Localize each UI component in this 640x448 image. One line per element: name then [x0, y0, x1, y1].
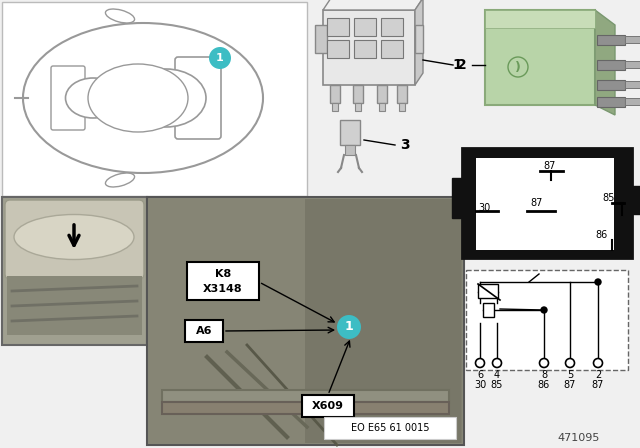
Ellipse shape — [106, 173, 134, 187]
Bar — [355, 103, 361, 111]
Text: 87: 87 — [544, 161, 556, 171]
Bar — [597, 60, 625, 70]
Bar — [302, 395, 354, 417]
Bar — [7, 276, 142, 335]
Bar — [381, 40, 403, 58]
Text: ): ) — [515, 60, 521, 73]
Text: 30: 30 — [478, 203, 490, 213]
Circle shape — [540, 358, 548, 367]
Text: 85: 85 — [603, 193, 615, 203]
Circle shape — [476, 358, 484, 367]
Bar — [485, 10, 595, 105]
Text: 30: 30 — [474, 380, 486, 390]
Bar — [397, 85, 407, 103]
Bar — [597, 97, 625, 107]
Bar — [354, 40, 376, 58]
Bar — [354, 18, 376, 36]
Bar — [452, 178, 466, 218]
Bar — [353, 85, 363, 103]
Text: 85: 85 — [491, 380, 503, 390]
Text: 86: 86 — [596, 230, 608, 240]
Text: 1: 1 — [216, 53, 224, 63]
Text: X3148: X3148 — [203, 284, 243, 294]
Bar — [381, 18, 403, 36]
Text: 1: 1 — [344, 320, 353, 333]
Bar — [149, 199, 462, 443]
Polygon shape — [595, 10, 615, 115]
Bar — [597, 80, 625, 90]
Bar — [399, 103, 405, 111]
Bar — [330, 85, 340, 103]
Bar — [628, 186, 640, 214]
Bar — [305, 199, 461, 443]
Bar — [187, 262, 259, 300]
Bar — [476, 158, 614, 250]
Ellipse shape — [88, 64, 188, 132]
Text: 471095: 471095 — [557, 433, 600, 443]
Bar — [162, 402, 449, 414]
Ellipse shape — [106, 9, 134, 23]
Text: 87: 87 — [531, 198, 543, 208]
Text: 2: 2 — [457, 58, 467, 72]
Text: X609: X609 — [312, 401, 344, 411]
Bar — [379, 103, 385, 111]
Bar — [415, 25, 423, 53]
Bar — [149, 199, 307, 443]
Bar — [327, 40, 349, 58]
Bar — [162, 390, 449, 402]
Bar — [332, 103, 338, 111]
Bar — [324, 417, 456, 439]
Bar — [625, 61, 640, 68]
Bar — [345, 145, 355, 155]
Bar — [185, 320, 223, 342]
Bar — [483, 303, 494, 317]
Text: 1: 1 — [452, 58, 461, 72]
Bar — [478, 284, 498, 298]
Text: 87: 87 — [564, 380, 576, 390]
Bar — [625, 81, 640, 88]
Circle shape — [593, 358, 602, 367]
Bar — [377, 85, 387, 103]
Text: 2: 2 — [595, 370, 601, 380]
FancyBboxPatch shape — [175, 57, 221, 139]
Bar — [2, 197, 147, 345]
Bar — [625, 98, 640, 105]
Bar — [462, 148, 632, 258]
Text: 6: 6 — [477, 370, 483, 380]
Text: K8: K8 — [215, 269, 231, 279]
Bar — [597, 35, 625, 45]
Text: 86: 86 — [538, 380, 550, 390]
Bar — [315, 25, 327, 53]
FancyBboxPatch shape — [51, 66, 85, 130]
Ellipse shape — [23, 23, 263, 173]
Text: 4: 4 — [494, 370, 500, 380]
Text: EO E65 61 0015: EO E65 61 0015 — [351, 423, 429, 433]
Bar — [323, 10, 415, 85]
Circle shape — [595, 279, 601, 285]
Bar — [466, 270, 628, 370]
Polygon shape — [323, 0, 423, 10]
Text: 3: 3 — [400, 138, 410, 152]
Circle shape — [566, 358, 575, 367]
FancyBboxPatch shape — [5, 200, 144, 279]
Bar — [485, 10, 595, 28]
Bar — [147, 197, 464, 445]
Bar — [327, 18, 349, 36]
Ellipse shape — [14, 215, 134, 259]
Polygon shape — [415, 0, 423, 85]
Text: 8: 8 — [541, 370, 547, 380]
Bar — [625, 36, 640, 43]
Bar — [2, 2, 307, 196]
Circle shape — [493, 358, 502, 367]
Circle shape — [337, 315, 361, 339]
Text: A6: A6 — [196, 326, 212, 336]
Circle shape — [209, 47, 231, 69]
Bar — [340, 120, 360, 145]
Circle shape — [541, 307, 547, 313]
Ellipse shape — [126, 69, 206, 127]
Ellipse shape — [65, 78, 120, 118]
Text: 87: 87 — [592, 380, 604, 390]
Text: 5: 5 — [567, 370, 573, 380]
